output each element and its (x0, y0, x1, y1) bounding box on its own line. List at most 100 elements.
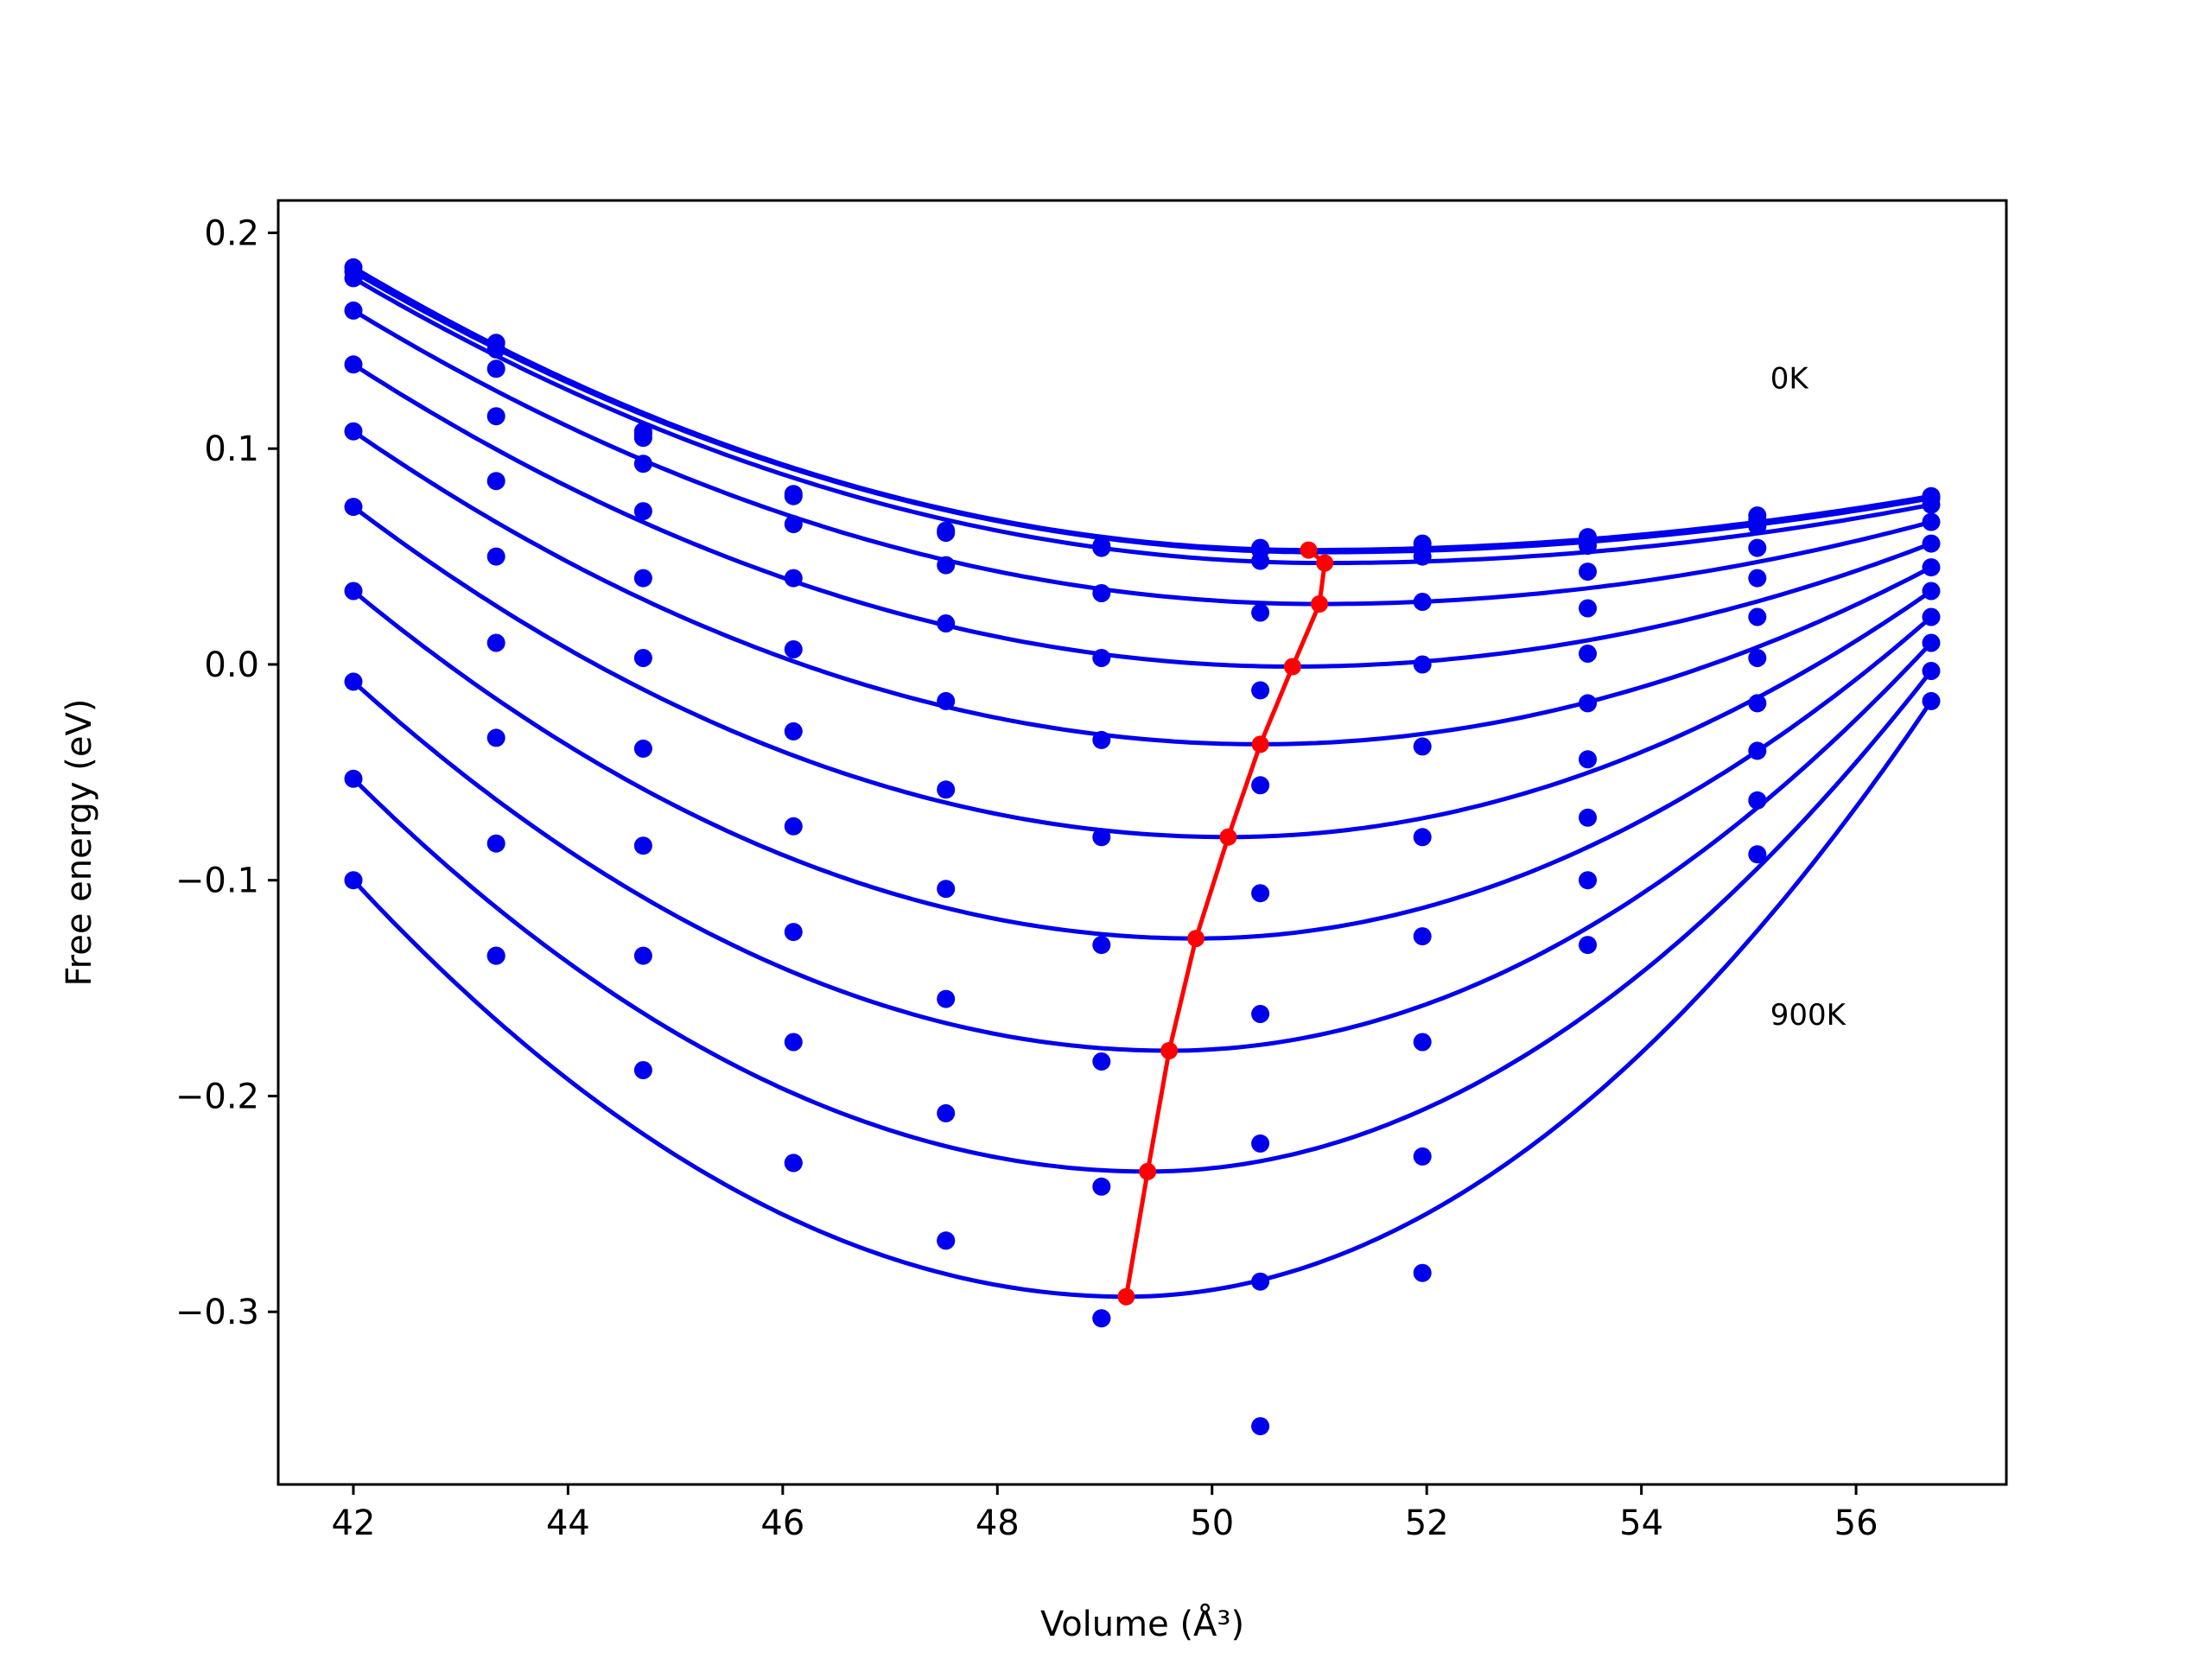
data-point-4-0 (344, 355, 363, 374)
data-point-7-1 (486, 728, 505, 747)
data-point-8-1 (486, 834, 505, 853)
fit-curve-8 (352, 641, 1933, 1053)
data-point-7-5 (1092, 1052, 1111, 1071)
data-point-8-7 (1413, 1033, 1432, 1052)
y-tick-label-1: 0.1 (204, 429, 259, 469)
data-point-5-10 (1922, 558, 1941, 577)
minimum-point-9 (1117, 1287, 1135, 1306)
data-point-10-7 (1413, 1263, 1432, 1282)
data-point-6-8 (1579, 694, 1597, 713)
data-point-10-5 (1092, 1309, 1111, 1328)
x-axis-label: Volume (Å³) (1040, 1603, 1244, 1644)
data-point-5-7 (1413, 737, 1432, 756)
data-point-7-2 (633, 739, 652, 758)
data-point-6-1 (486, 633, 505, 652)
data-point-10-4 (937, 1231, 956, 1250)
x-tick-label-5: 52 (1405, 1503, 1449, 1543)
data-point-9-8 (1579, 871, 1597, 890)
data-point-8-5 (1092, 1177, 1111, 1196)
data-point-9-10 (1922, 662, 1941, 680)
data-point-8-8 (1579, 808, 1597, 827)
minimum-point-4 (1251, 735, 1269, 753)
data-point-8-6 (1251, 1134, 1270, 1153)
data-point-4-9 (1748, 569, 1767, 588)
y-tick-label-3: −0.1 (175, 861, 259, 901)
data-point-8-4 (937, 1103, 956, 1122)
data-point-10-10 (1922, 691, 1941, 710)
data-point-8-9 (1748, 741, 1767, 760)
minimum-point-8 (1139, 1162, 1157, 1180)
data-point-2-7 (1413, 547, 1432, 566)
data-point-7-3 (784, 923, 803, 942)
data-point-6-0 (344, 498, 363, 517)
data-point-5-9 (1748, 607, 1767, 626)
data-point-7-10 (1922, 607, 1941, 626)
data-point-6-9 (1748, 649, 1767, 667)
data-point-8-3 (784, 1033, 803, 1052)
data-point-7-7 (1413, 927, 1432, 946)
data-point-2-2 (633, 429, 652, 448)
data-point-2-0 (344, 269, 363, 288)
data-point-4-7 (1413, 655, 1432, 674)
annotation-900k: 900K (1770, 998, 1847, 1033)
data-point-9-7 (1413, 1147, 1432, 1166)
data-point-10-1 (486, 946, 505, 965)
data-point-9-0 (344, 769, 363, 788)
y-tick-label-2: 0.0 (204, 645, 259, 685)
data-point-3-10 (1922, 512, 1941, 531)
x-tick-label-1: 44 (546, 1503, 590, 1543)
axes-frame (276, 199, 2008, 1486)
fit-curve-3 (352, 308, 1932, 607)
data-point-3-6 (1251, 603, 1270, 622)
data-point-3-2 (633, 454, 652, 474)
data-point-5-6 (1251, 776, 1270, 795)
data-point-10-2 (633, 1061, 652, 1079)
data-point-8-10 (1922, 633, 1941, 652)
data-point-6-6 (1251, 884, 1270, 903)
y-axis-label: Free energy (eV) (60, 699, 99, 987)
data-point-6-7 (1413, 828, 1432, 847)
data-point-10-0 (344, 871, 363, 890)
data-point-6-3 (784, 817, 803, 836)
data-point-1-3 (784, 486, 803, 505)
minimum-point-2 (1311, 595, 1328, 613)
data-point-10-9 (1748, 845, 1767, 864)
data-point-7-8 (1579, 750, 1597, 769)
annotation-0k: 0K (1770, 361, 1810, 396)
minimum-point-6 (1187, 930, 1205, 948)
data-point-7-4 (937, 989, 956, 1008)
data-point-3-7 (1413, 593, 1432, 611)
plot-area (344, 257, 1941, 1436)
data-point-2-9 (1748, 517, 1767, 536)
data-point-5-0 (344, 422, 363, 441)
y-tick-label-0: 0.2 (204, 213, 259, 253)
data-point-6-10 (1922, 582, 1941, 601)
data-point-6-5 (1092, 936, 1111, 955)
data-point-8-0 (344, 672, 363, 691)
minimum-point-7 (1160, 1042, 1179, 1059)
data-point-2-10 (1922, 495, 1941, 514)
data-point-4-8 (1579, 599, 1597, 618)
data-point-2-1 (486, 359, 505, 378)
data-point-2-8 (1579, 537, 1597, 556)
data-point-1-4 (937, 524, 956, 543)
fit-curve-1 (352, 270, 1932, 555)
fit-curve-7 (352, 589, 1933, 941)
x-tick-label-0: 42 (332, 1503, 376, 1543)
minimum-point-3 (1283, 658, 1301, 676)
data-point-3-9 (1748, 538, 1767, 557)
data-point-10-3 (784, 1154, 803, 1173)
data-point-6-4 (937, 880, 956, 899)
data-point-5-4 (937, 780, 956, 799)
fit-curve-10 (352, 700, 1934, 1300)
minima-line (1123, 548, 1327, 1298)
data-point-4-1 (486, 472, 505, 491)
data-point-7-9 (1748, 694, 1767, 713)
data-point-4-2 (633, 502, 652, 521)
fit-curve-5 (352, 429, 1933, 747)
data-point-5-2 (633, 569, 652, 588)
data-point-8-2 (633, 836, 652, 855)
x-tick-label-7: 56 (1834, 1503, 1878, 1543)
x-tick-label-6: 54 (1619, 1503, 1663, 1543)
data-point-9-9 (1748, 791, 1767, 810)
